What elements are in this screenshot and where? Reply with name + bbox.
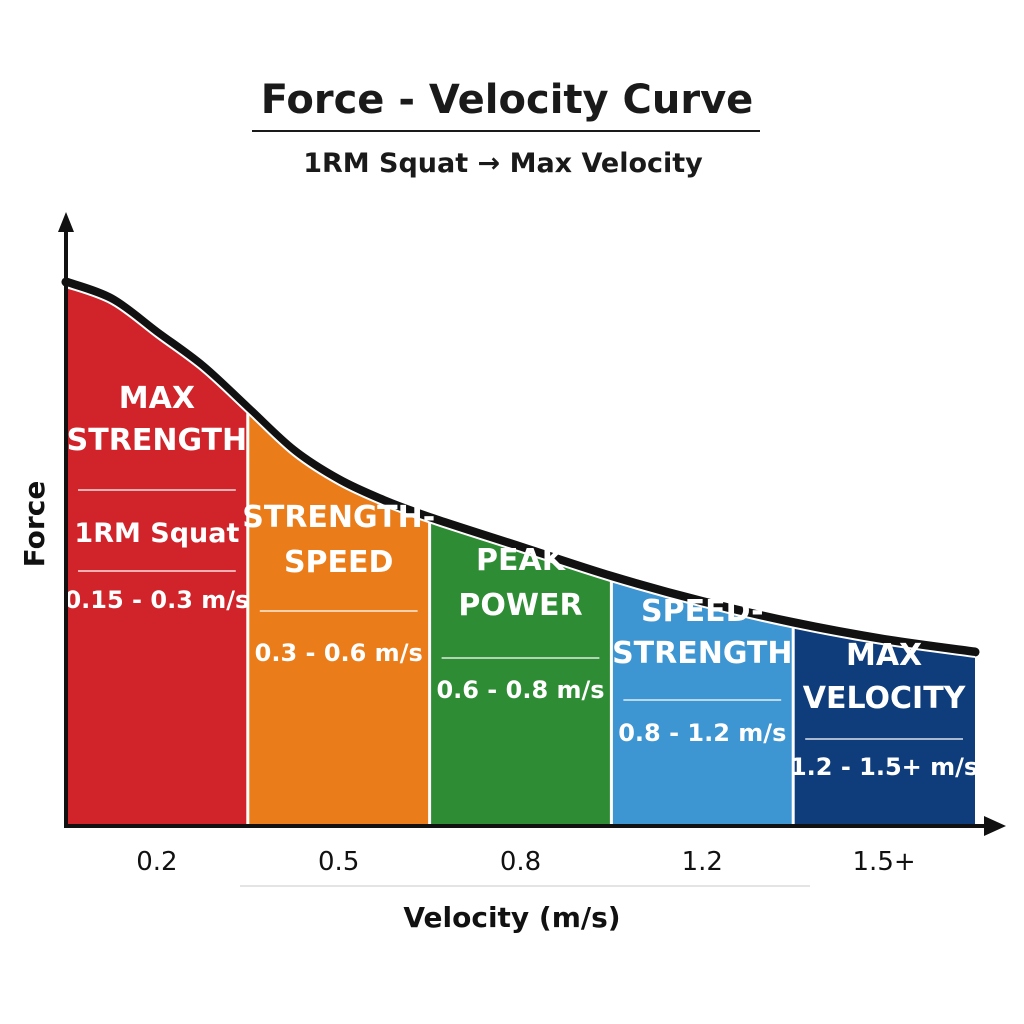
x-axis-arrow-icon <box>984 816 1006 836</box>
zone-range: 0.6 - 0.8 m/s <box>436 676 604 704</box>
x-tick-label: 0.5 <box>318 847 359 877</box>
zone-name-line: MAX <box>846 638 922 673</box>
y-axis-label: Force <box>18 481 51 568</box>
x-tick-label: 1.2 <box>682 847 723 877</box>
zone-range: 0.3 - 0.6 m/s <box>255 639 423 667</box>
x-tick-label: 1.5+ <box>853 847 916 877</box>
axes <box>58 212 1006 836</box>
zone-name-line: MAX <box>119 381 195 416</box>
zone-range: 0.8 - 1.2 m/s <box>618 719 786 747</box>
zone-name-line: STRENGTH <box>612 636 792 671</box>
zone-name-line: VELOCITY <box>803 681 967 716</box>
x-tick-label: 0.8 <box>500 847 541 877</box>
zone-text-layer: MAX STRENGTH 1RM Squat 0.15 - 0.3 m/s STRENG… <box>64 381 978 781</box>
zone-range: 1.2 - 1.5+ m/s <box>790 753 978 781</box>
x-axis-label: Velocity (m/s) <box>403 901 620 934</box>
zone-name-line: SPEED <box>284 545 393 580</box>
zone-name-line: STRENGTH <box>67 423 247 458</box>
curve-highlight <box>65 286 976 658</box>
force-velocity-curve <box>61 277 980 657</box>
chart-title: Force - Velocity Curve <box>261 77 754 123</box>
curve-layer <box>61 277 980 658</box>
x-tick-label: 0.2 <box>136 847 177 877</box>
y-axis-arrow-icon <box>58 212 74 232</box>
chart-subtitle: 1RM Squat → Max Velocity <box>303 148 703 179</box>
zone-subtitle: 1RM Squat <box>74 518 239 549</box>
zone-band-2 <box>247 282 430 824</box>
x-ticks: 0.2 0.5 0.8 1.2 1.5+ <box>136 847 915 877</box>
zone-range: 0.15 - 0.3 m/s <box>64 586 249 614</box>
zone-name-line: PEAK <box>476 543 567 578</box>
zone-name-line: SPEED- <box>641 594 764 629</box>
zone-name-line: POWER <box>458 588 582 623</box>
zone-name-line: STRENGTH- <box>242 500 435 535</box>
